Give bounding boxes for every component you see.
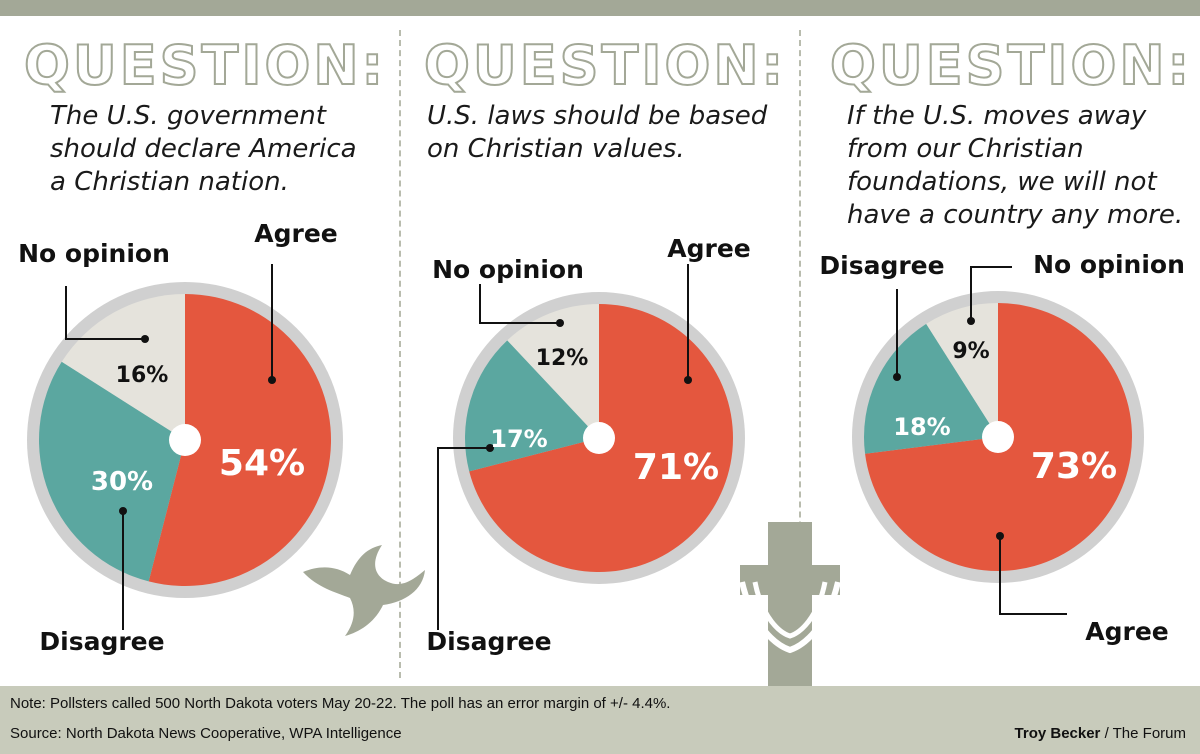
column-divider-2 (799, 30, 801, 678)
question-line: should declare America (50, 134, 357, 164)
leader-dot-no-opinion (967, 317, 975, 325)
label-no-opinion: No opinion (432, 255, 584, 284)
question-line: foundations, we will not (847, 167, 1157, 197)
leader-dot-disagree (893, 373, 901, 381)
footer-source: Source: North Dakota News Cooperative, W… (10, 725, 402, 742)
pct-disagree: 30% (91, 467, 153, 497)
question-line: from our Christian (847, 134, 1084, 164)
question-heading: QUESTION: (829, 33, 1193, 98)
credit-name: Troy Becker (1014, 725, 1101, 742)
label-agree: Agree (1085, 617, 1168, 646)
pct-agree: 71% (633, 447, 719, 488)
pie-slices (39, 294, 332, 586)
pct-disagree: 17% (490, 425, 547, 453)
question-text: U.S. laws should be based on Christian v… (427, 100, 767, 166)
pie-slice-no-opinion (926, 303, 998, 437)
leader-line-agree (999, 536, 1067, 615)
footer-credit: Troy Becker / The Forum (1015, 725, 1186, 742)
question-heading: QUESTION: (23, 33, 387, 98)
label-disagree: Disagree (426, 627, 551, 656)
question-panel-1: QUESTION: The U.S. government should dec… (0, 16, 400, 686)
pct-no-opinion: 16% (116, 363, 169, 388)
credit-org: / The Forum (1100, 725, 1186, 742)
pct-no-opinion: 12% (536, 346, 589, 371)
leader-line-no-opinion (65, 286, 145, 340)
question-line: have a country any more. (847, 200, 1184, 230)
column-divider-1 (399, 30, 401, 678)
leader-dot-disagree (486, 444, 494, 452)
pie-slice-disagree (39, 361, 186, 582)
question-line: U.S. laws should be based (427, 101, 768, 131)
pie-slice-no-opinion (507, 304, 599, 438)
footer-note: Note: Pollsters called 500 North Dakota … (10, 695, 671, 712)
label-disagree: Disagree (819, 251, 944, 280)
label-no-opinion: No opinion (1033, 250, 1185, 279)
question-line: The U.S. government (50, 101, 326, 131)
pie-center-dot (583, 422, 615, 454)
question-text: The U.S. government should declare Ameri… (50, 100, 357, 199)
question-line: a Christian nation. (50, 167, 289, 197)
label-disagree: Disagree (39, 627, 164, 656)
pct-agree: 54% (219, 443, 305, 484)
pct-no-opinion: 9% (952, 339, 989, 364)
pie-chart: Agree No opinion Disagree 71% 17% 12% (426, 234, 750, 656)
leader-dot-agree (268, 376, 276, 384)
leader-dot-no-opinion (556, 319, 564, 327)
pie-slice-no-opinion (61, 294, 186, 440)
pie-chart: No opinion Disagree Agree 73% 18% 9% (819, 250, 1185, 646)
question-line: on Christian values. (427, 134, 685, 164)
footer: Note: Pollsters called 500 North Dakota … (0, 686, 1200, 754)
question-panel-3: QUESTION: If the U.S. moves away from ou… (800, 16, 1200, 686)
question-panel-2: QUESTION: U.S. laws should be based on C… (400, 16, 800, 686)
pie-slice-agree (148, 294, 332, 586)
label-no-opinion: No opinion (18, 239, 170, 268)
leader-dot-agree (996, 532, 1004, 540)
pct-agree: 73% (1031, 446, 1117, 487)
question-heading: QUESTION: (423, 33, 787, 98)
leader-line-disagree (437, 447, 490, 630)
leader-dot-no-opinion (141, 335, 149, 343)
leader-line-no-opinion (970, 266, 1012, 321)
pie-slice-disagree (465, 340, 599, 472)
pct-disagree: 18% (893, 413, 950, 441)
pie-center-dot (169, 424, 201, 456)
question-text: If the U.S. moves away from our Christia… (847, 100, 1183, 232)
label-agree: Agree (667, 234, 750, 263)
pie-chart: Agree No opinion Disagree 54% 30% 16% (18, 219, 343, 656)
leader-dot-agree (684, 376, 692, 384)
top-bar (0, 0, 1200, 16)
leader-dot-disagree (119, 507, 127, 515)
pie-center-dot (982, 421, 1014, 453)
label-agree: Agree (254, 219, 337, 248)
question-line: If the U.S. moves away (847, 101, 1147, 131)
leader-line-no-opinion (479, 284, 560, 324)
